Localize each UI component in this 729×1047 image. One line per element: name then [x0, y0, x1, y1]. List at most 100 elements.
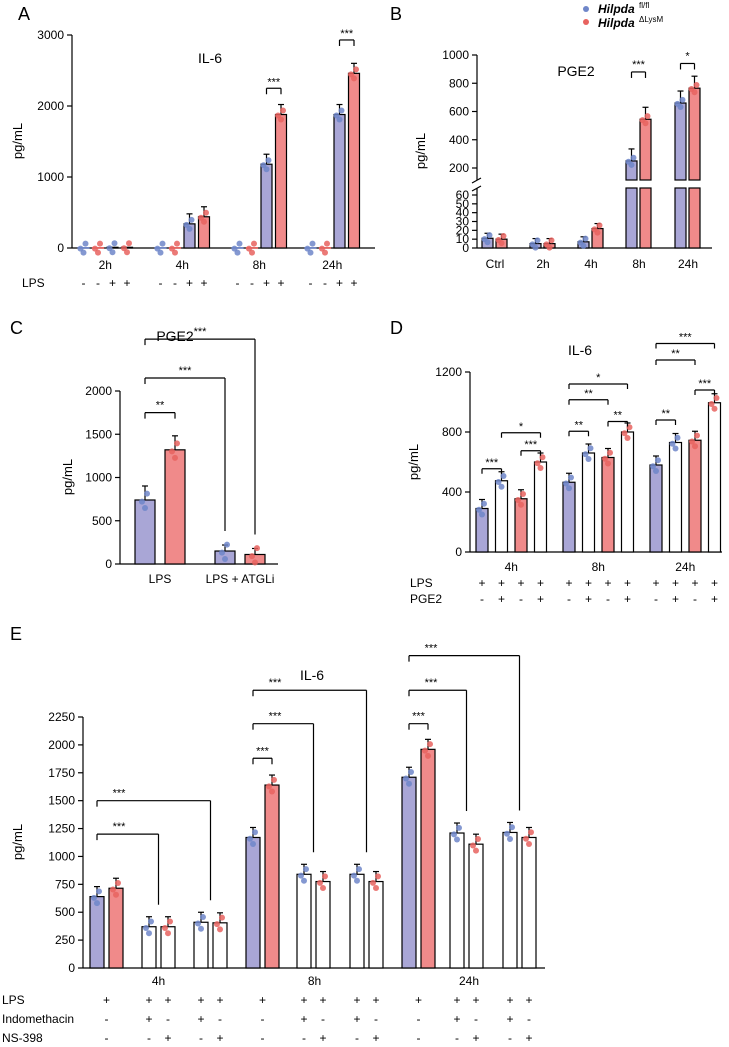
panel-b-dot [546, 244, 553, 251]
panel-d-row-sign: + [711, 592, 718, 606]
panel-e-ytick-label: 2250 [48, 710, 75, 724]
panel-c-dot [219, 549, 225, 556]
panel-a-dot [109, 249, 116, 256]
panel-d-sig-label: ** [584, 388, 593, 400]
panel-a-dot [309, 240, 316, 247]
panel-d-row-sign: + [691, 576, 698, 590]
panel-b-bar-wt [674, 102, 687, 181]
panel-d-bar [562, 481, 576, 553]
panel-a-dot [307, 249, 314, 256]
panel-b-ytick-label: 10 [456, 232, 470, 246]
panel-d-ylabel: pg/mL [406, 444, 421, 480]
panel-a-dot [95, 249, 101, 256]
panel-a-dot [124, 249, 130, 256]
panel-e-row-sign: + [415, 993, 422, 1007]
panel-e-dot [198, 925, 204, 932]
panel-e-bar [108, 887, 124, 969]
panel-a-dot [324, 240, 330, 247]
panel-e-title: IL-6 [300, 667, 324, 683]
panel-a-dot [174, 240, 180, 247]
panel-c-sig-label: ** [156, 400, 165, 412]
panel-b-dot [691, 89, 698, 96]
panel-c-sig-label: *** [194, 326, 208, 338]
panel-e-bar [401, 776, 417, 969]
panel-d-dot [605, 460, 611, 467]
panel-b-dot [630, 154, 637, 161]
panel-a-dot [201, 218, 207, 225]
panel-e-bar [368, 880, 384, 969]
panel-e-xtick-label: 24h [459, 974, 479, 988]
panel-e-bar [349, 873, 365, 969]
panel-e-dot [470, 842, 476, 849]
panel-d-row-sign: + [478, 576, 485, 590]
legend-sup-ko: ΔLysM [639, 15, 663, 24]
panel-a-dot [278, 116, 284, 123]
panel-e-dot [526, 840, 532, 847]
panel-e-dot [301, 877, 307, 884]
panel-e-row-sign: - [105, 1012, 109, 1026]
panel-b-title: PGE2 [557, 63, 595, 79]
panel-e-dot [375, 873, 381, 880]
panel-e-dot [247, 835, 253, 842]
panel-e-row-sign: - [321, 1012, 325, 1026]
panel-e-bar [315, 880, 331, 969]
panel-d-row-sign: - [693, 592, 697, 606]
panel-a-lps-sign: - [96, 276, 100, 290]
panel-b-ytick-label: 600 [449, 105, 469, 119]
panel-e-row-sign: + [372, 1031, 379, 1045]
panel-b-ytick-label: 200 [449, 161, 469, 175]
panel-a-lps-sign: - [250, 276, 254, 290]
panel-d-ytick-label: 400 [442, 485, 462, 499]
panel-c-dot [144, 490, 150, 497]
panel-b-dot [679, 96, 686, 103]
panel-e-dot [509, 824, 515, 831]
panel-a-ytick-label: 3000 [37, 28, 64, 42]
panel-e-row-sign: - [199, 1031, 203, 1045]
panel-b-dot [582, 235, 589, 242]
panel-e-row-sign: + [353, 1012, 360, 1026]
panel-a-dot [186, 225, 193, 232]
panel-d-row-sign: + [537, 576, 544, 590]
panel-b-bar-ko-lower [688, 187, 701, 249]
panel-e-sig-label: *** [425, 677, 439, 689]
panel-b-dot [498, 240, 505, 247]
panel-e-dot [167, 918, 173, 925]
panel-a-lps-sign: + [336, 276, 343, 290]
panel-c-ytick-label: 2000 [85, 384, 112, 398]
panel-a-dot [172, 249, 178, 256]
panel-a-dot [351, 75, 357, 82]
panel-e-row-sign: + [353, 993, 360, 1007]
panel-e-sig-label: *** [269, 711, 283, 723]
panel-a-dot [265, 157, 272, 164]
panel-d-bar [707, 402, 722, 553]
panel-a-sig-label: *** [340, 28, 354, 40]
panel-b-dot [548, 237, 555, 244]
panel-a-bar [274, 113, 288, 249]
panel-e-row-sign: - [417, 1031, 421, 1045]
panel-c-letter: C [10, 318, 23, 338]
panel-a-lps-sign: + [263, 276, 270, 290]
panel-e-dot [425, 752, 431, 759]
panel-e-bar [468, 843, 484, 969]
panel-e-row-sign: - [374, 1012, 378, 1026]
panel-e-dot [91, 894, 97, 901]
panel-e-dot [473, 847, 479, 854]
panel-d-sig-label: * [519, 421, 524, 433]
panel-e-row-sign: + [197, 1012, 204, 1026]
panel-e-ytick-label: 2000 [48, 738, 75, 752]
panel-e-dot [403, 775, 409, 782]
panel-d-dot [602, 455, 608, 462]
panel-c-title: PGE2 [156, 328, 194, 344]
panel-a-lps-sign: + [109, 276, 116, 290]
panel-c-dot [222, 556, 228, 563]
panel-b-ytick-label: 0 [462, 241, 469, 255]
panel-e-dot [408, 769, 414, 776]
panel-b-xtick-label: 8h [632, 257, 645, 271]
panel-b-dot [500, 232, 507, 239]
panel-e-row-sign: + [164, 1031, 171, 1045]
panel-e-dot [148, 918, 154, 925]
panel-e-row-sign: - [261, 1012, 265, 1026]
panel-e-dot [373, 885, 379, 892]
panel-b-dot [628, 161, 635, 168]
panel-a-dot [188, 216, 195, 223]
